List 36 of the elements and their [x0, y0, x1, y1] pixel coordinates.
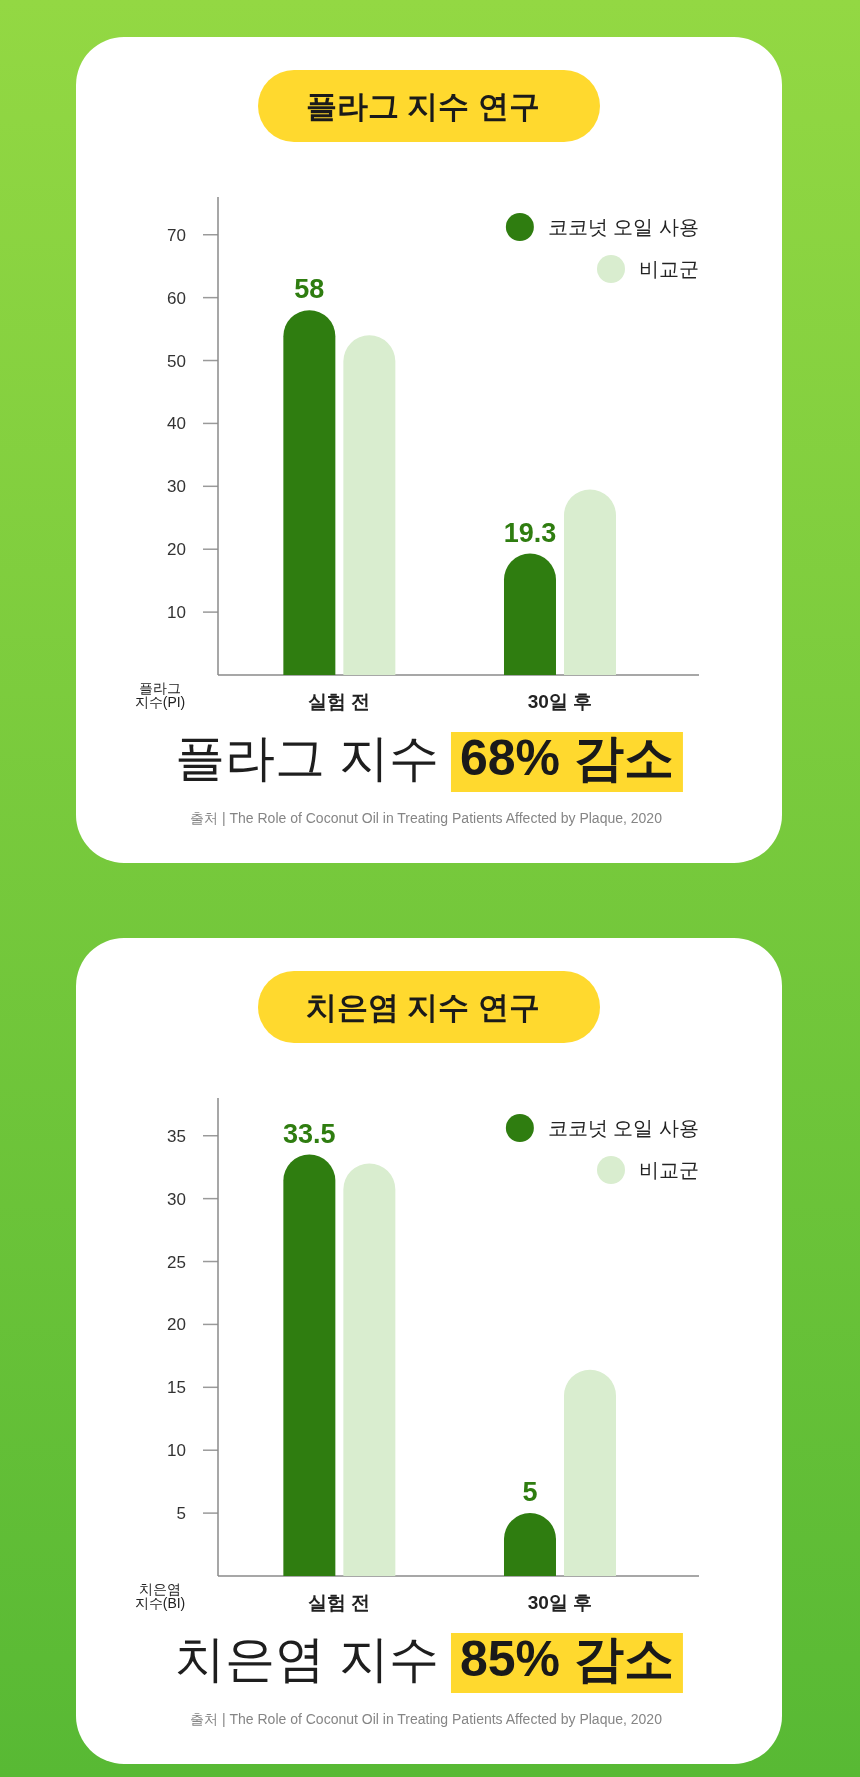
- ytick-label: 50: [167, 351, 186, 371]
- ytick-label: 30: [167, 477, 186, 497]
- legend-label: 코코넛 오일 사용: [547, 216, 699, 238]
- ytick-label: 30: [167, 1189, 186, 1209]
- ylabel: 플라그 지수(PI): [134, 680, 186, 710]
- title: 플라그 지수 연구: [305, 89, 541, 124]
- data-label: 33.5: [283, 1118, 336, 1149]
- category-label: 30일 후: [527, 691, 593, 712]
- headline: 플라그 지수: [175, 730, 439, 786]
- ylabel: 치은염 지수(BI): [134, 1581, 186, 1611]
- data-label: 19.3: [503, 517, 557, 548]
- ytick-label: 10: [167, 1441, 186, 1461]
- title: 치은염 지수 연구: [305, 990, 541, 1025]
- ytick-label: 40: [167, 414, 186, 434]
- legend-label: 비교군: [639, 1159, 699, 1181]
- ytick-label: 5: [176, 1504, 186, 1524]
- ytick-label: 70: [167, 225, 186, 245]
- category-label: 실험 전: [308, 1592, 371, 1613]
- headline-highlight: 68% 감소: [459, 730, 674, 786]
- ytick-label: 10: [167, 603, 186, 623]
- headline-highlight: 85% 감소: [459, 1631, 674, 1687]
- headline: 치은염 지수: [175, 1631, 439, 1687]
- source: 출처 | The Role of Coconut Oil in Treating Patients Affected by Plaque, 2020: [190, 1711, 662, 1727]
- data-label: 5: [522, 1477, 538, 1508]
- ytick-label: 15: [167, 1378, 186, 1398]
- legend-label: 코코넛 오일 사용: [547, 1117, 699, 1139]
- ytick-label: 35: [167, 1126, 186, 1146]
- data-label: 58: [294, 274, 325, 305]
- ytick-label: 20: [167, 1315, 186, 1335]
- source: 출처 | The Role of Coconut Oil in Treating Patients Affected by Plaque, 2020: [190, 810, 662, 826]
- ytick-label: 25: [167, 1252, 186, 1272]
- category-label: 30일 후: [527, 1592, 593, 1613]
- category-label: 실험 전: [308, 691, 371, 712]
- legend-label: 비교군: [639, 258, 699, 280]
- ytick-label: 60: [167, 288, 186, 308]
- ytick-label: 20: [167, 540, 186, 560]
